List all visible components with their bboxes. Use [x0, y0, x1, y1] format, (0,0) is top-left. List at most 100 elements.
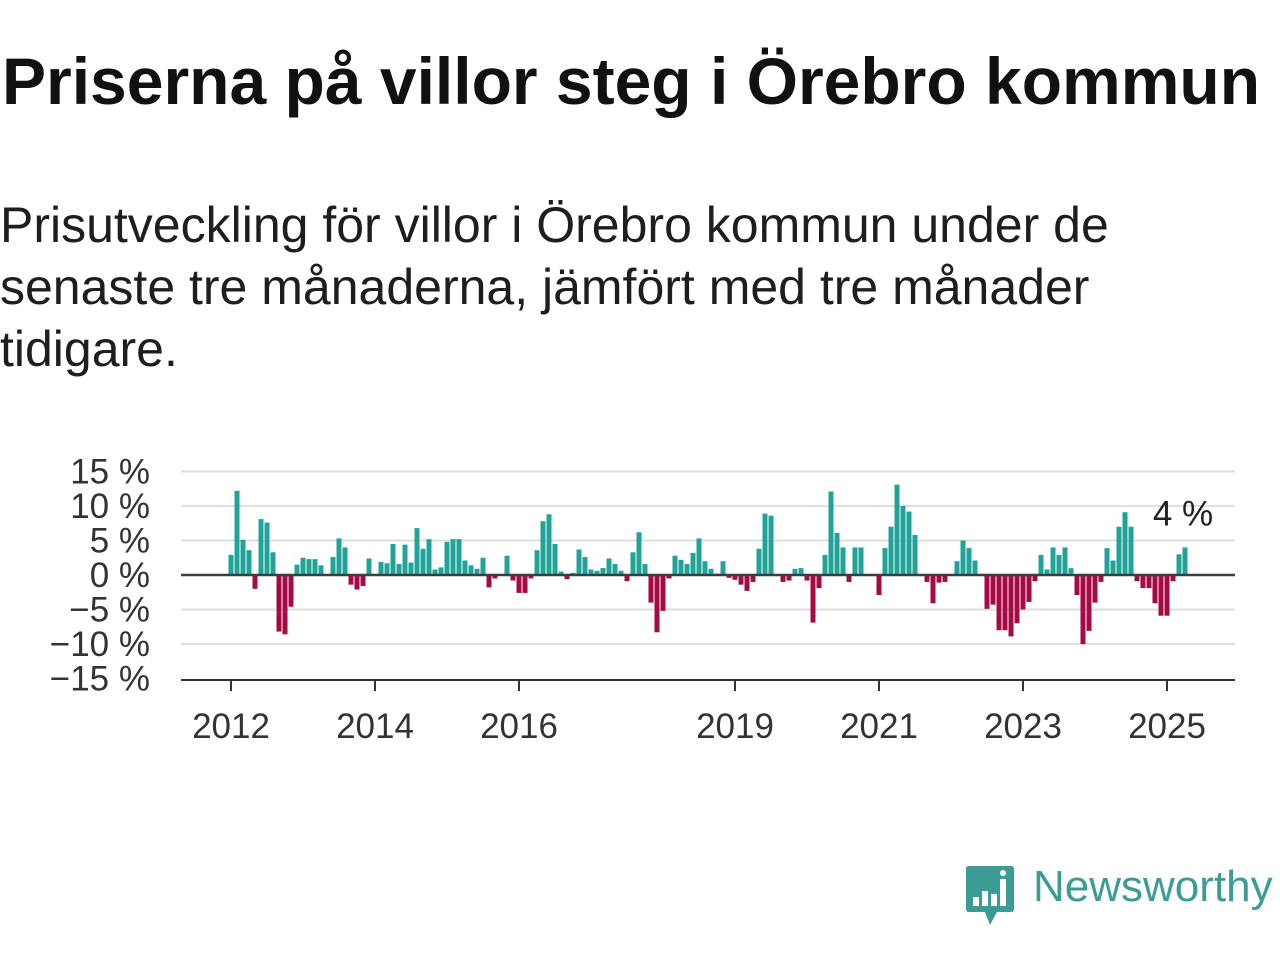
bar-2019-10	[786, 575, 792, 581]
bar-2014-08	[414, 528, 420, 575]
bar-2020-03	[816, 575, 822, 589]
bar-2013-10	[354, 575, 360, 590]
bar-2012-02	[234, 490, 240, 575]
bar-2024-11	[1152, 575, 1158, 604]
bar-2021-03	[888, 526, 894, 575]
bar-2022-09	[996, 575, 1002, 631]
bar-2013-09	[348, 575, 354, 585]
bar-2014-05	[396, 563, 402, 575]
bar-2022-07	[984, 575, 990, 609]
bar-2015-04	[462, 560, 468, 575]
bar-2019-02	[738, 575, 744, 585]
x-tick-label: 2023	[984, 707, 1062, 746]
bar-2013-01	[300, 557, 306, 575]
bar-2018-11	[720, 561, 726, 575]
bar-2020-01	[804, 575, 810, 581]
bar-2015-08	[486, 575, 492, 588]
bar-2012-08	[270, 552, 276, 575]
bar-2016-01	[516, 575, 522, 593]
bar-2025-03	[1176, 554, 1182, 575]
bar-2015-06	[474, 568, 480, 575]
bar-2025-01	[1164, 575, 1170, 616]
bar-2024-03	[1104, 548, 1110, 575]
bar-2025-02	[1170, 575, 1176, 582]
bar-2022-03	[960, 540, 966, 575]
bar-2015-12	[510, 575, 516, 581]
x-tick-label: 2012	[192, 707, 270, 746]
bar-2018-12	[726, 575, 732, 578]
bar-2018-02	[666, 575, 672, 579]
bar-2014-11	[432, 569, 438, 575]
bar-2015-09	[492, 575, 498, 579]
bar-2016-08	[558, 571, 564, 575]
bar-2018-03	[672, 555, 678, 575]
bar-2013-11	[360, 575, 366, 587]
bar-2016-05	[540, 521, 546, 575]
bar-2022-08	[990, 575, 996, 605]
bar-2013-03	[312, 559, 318, 575]
bar-2017-04	[606, 558, 612, 575]
bar-2017-09	[636, 532, 642, 575]
bar-2020-06	[834, 532, 840, 575]
y-tick-label: −10 %	[50, 625, 150, 664]
bar-2013-06	[330, 557, 336, 575]
bar-2017-05	[612, 563, 618, 575]
bar-2020-10	[858, 547, 864, 575]
y-tick-label: 0 %	[90, 556, 150, 595]
bar-2024-10	[1146, 575, 1152, 589]
bar-2019-07	[768, 515, 774, 575]
page-title: Priserna på villor steg i Örebro kommun	[2, 44, 1261, 118]
bar-2021-11	[936, 575, 942, 583]
bar-2017-06	[618, 570, 624, 575]
bar-2020-02	[810, 575, 816, 623]
logo-text: Newsworthy	[1033, 862, 1273, 911]
bar-2024-05	[1116, 526, 1122, 575]
bar-2015-01	[444, 541, 450, 575]
bar-2017-08	[630, 552, 636, 575]
bar-2016-03	[528, 575, 534, 579]
bar-2024-08	[1134, 575, 1140, 582]
bar-2012-04	[246, 550, 252, 575]
bar-2024-12	[1158, 575, 1164, 616]
logo-bubble-shape	[966, 866, 1014, 925]
bar-2012-11	[288, 575, 294, 607]
bar-2023-11	[1080, 575, 1086, 644]
bar-2022-10	[1002, 575, 1008, 631]
bar-2017-01	[588, 569, 594, 575]
bar-2024-01	[1092, 575, 1098, 603]
logo-bar-3	[991, 894, 997, 906]
bar-2023-06	[1050, 547, 1056, 575]
bar-2023-10	[1074, 575, 1080, 596]
bar-2017-07	[624, 575, 630, 582]
bar-2019-05	[756, 548, 762, 575]
bar-2022-04	[966, 548, 972, 575]
bar-2015-11	[504, 555, 510, 575]
bar-2022-02	[954, 561, 960, 575]
y-axis-labels: 15 %10 %5 %0 %−5 %−10 %−15 %	[50, 453, 150, 699]
bar-2022-11	[1008, 575, 1014, 637]
y-tick-label: 15 %	[70, 453, 150, 492]
bar-2019-01	[732, 575, 738, 580]
bar-2012-10	[282, 575, 288, 635]
bar-2019-11	[792, 568, 798, 575]
bar-2023-05	[1044, 569, 1050, 575]
bar-2021-04	[894, 484, 900, 575]
bar-2016-07	[552, 543, 558, 575]
bar-2017-12	[654, 575, 660, 633]
bar-chart: 15 %10 %5 %0 %−5 %−10 %−15 % 2012 2014 2016…	[50, 453, 1235, 746]
bar-2021-01	[876, 575, 882, 596]
bar-2012-05	[252, 575, 258, 589]
bar-2017-10	[642, 563, 648, 575]
bar-2024-07	[1128, 526, 1134, 575]
bar-2018-07	[696, 538, 702, 575]
bar-2024-04	[1110, 560, 1116, 575]
bar-2016-09	[564, 575, 570, 580]
bar-2021-06	[906, 511, 912, 575]
bar-2016-11	[576, 549, 582, 575]
x-axis-labels: 2012 2014 2016 2019 2021 2023 2025	[192, 680, 1206, 746]
bar-2014-04	[390, 543, 396, 575]
bar-2012-06	[258, 519, 264, 575]
bar-2012-09	[276, 575, 282, 632]
bar-2012-12	[294, 564, 300, 575]
bar-2016-04	[534, 550, 540, 575]
